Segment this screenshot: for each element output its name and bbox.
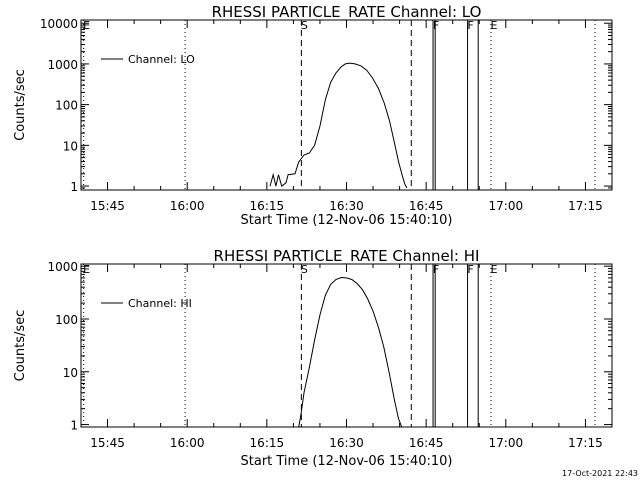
x-tick-label: 16:45	[409, 199, 444, 213]
marker-label: S	[301, 263, 308, 276]
marker-label: E	[490, 263, 497, 276]
y-tick-label: 10000	[40, 17, 78, 31]
footer-timestamp: 17-Oct-2021 22:43	[562, 469, 638, 478]
series-line-lo	[269, 62, 408, 189]
x-tick-label: 17:00	[489, 436, 524, 450]
x-tick-label: 16:15	[250, 436, 285, 450]
y-tick-label: 100	[55, 313, 78, 327]
x-axis-label: Start Time (12-Nov-06 15:40:10)	[241, 454, 453, 469]
x-tick-label: 17:15	[568, 436, 603, 450]
marker-label: E	[83, 263, 90, 276]
y-tick-label: 10	[63, 139, 78, 153]
x-tick-label: 16:00	[170, 436, 205, 450]
x-tick-label: 15:45	[90, 199, 125, 213]
plot-frame	[80, 263, 613, 428]
x-tick-label: 16:15	[250, 199, 285, 213]
y-tick-label: 100	[55, 99, 78, 113]
y-tick-label: 10	[63, 366, 78, 380]
x-axis-label: Start Time (12-Nov-06 15:40:10)	[241, 213, 453, 228]
marker-label: F	[467, 263, 473, 276]
x-tick-label: 17:15	[568, 199, 603, 213]
x-tick-label: 15:45	[90, 436, 125, 450]
marker-label: E	[490, 19, 497, 32]
y-tick-label: 1	[70, 180, 78, 194]
panel-hi: RHESSI PARTICLE_RATE Channel: HI 1 10 100 10…	[13, 247, 613, 469]
x-tick-label: 16:45	[409, 436, 444, 450]
marker-label: F	[467, 19, 473, 32]
chart-title: RHESSI PARTICLE_RATE Channel: LO	[212, 3, 482, 22]
legend-label: Channel: LO	[128, 53, 195, 66]
series-line-hi	[298, 276, 403, 428]
x-tick-label: 16:00	[170, 199, 205, 213]
x-tick-label: 16:30	[329, 436, 364, 450]
y-tick-label: 1000	[47, 58, 78, 72]
y-tick-label: 1000	[47, 260, 78, 274]
legend-label: Channel: HI	[128, 297, 192, 310]
chart-title: RHESSI PARTICLE_RATE Channel: HI	[214, 247, 480, 266]
marker-label: E	[83, 19, 90, 32]
panel-lo: RHESSI PARTICLE_RATE Channel: LO 1 10 100 10…	[13, 3, 613, 228]
y-tick-label: 1	[70, 419, 78, 433]
y-axis-label: Counts/sec	[13, 69, 28, 141]
marker-label: S	[301, 19, 308, 32]
y-axis-label: Counts/sec	[13, 310, 28, 382]
x-tick-label: 17:00	[489, 199, 524, 213]
marker-label: F	[433, 19, 439, 32]
marker-label: F	[433, 263, 439, 276]
x-tick-label: 16:30	[329, 199, 364, 213]
plot-frame	[80, 19, 613, 191]
